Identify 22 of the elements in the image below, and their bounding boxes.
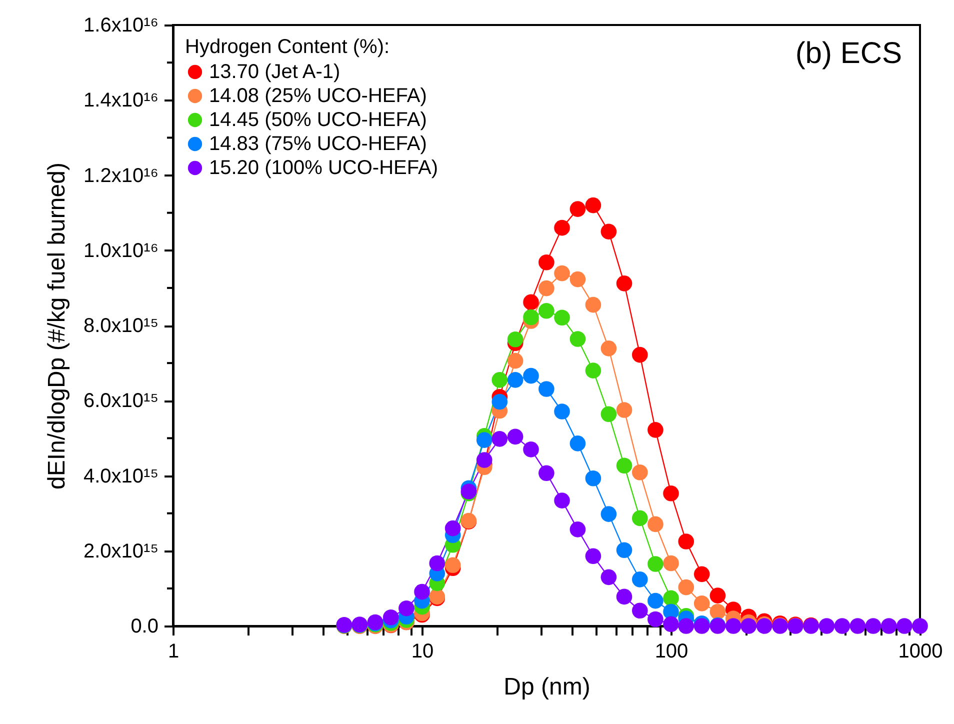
y-tick-label: 1.6x10¹⁶ bbox=[84, 14, 158, 36]
legend-title: Hydrogen Content (%): bbox=[185, 36, 390, 58]
x-tick-label: 1 bbox=[168, 640, 180, 662]
y-tick-label: 1.2x10¹⁶ bbox=[84, 164, 158, 187]
y-tick-label: 1.4x10¹⁶ bbox=[84, 90, 158, 112]
x-axis-title: Dp (nm) bbox=[504, 674, 590, 700]
y-axis-title: dEIn/dlogDp (#/kg fuel burned) bbox=[44, 162, 70, 490]
x-tick-label: 1000 bbox=[898, 640, 943, 662]
y-tick-label: 6.0x10¹⁵ bbox=[84, 390, 158, 412]
annotation: (b) ECS bbox=[795, 37, 902, 70]
legend-label: 14.45 (50% UCO-HEFA) bbox=[209, 109, 427, 131]
x-tick-label: 100 bbox=[654, 640, 688, 662]
y-tick-label: 2.0x10¹⁵ bbox=[84, 540, 158, 562]
legend-label: 15.20 (100% UCO-HEFA) bbox=[209, 157, 438, 179]
y-tick-label: 0.0 bbox=[130, 616, 158, 638]
legend-label: 14.08 (25% UCO-HEFA) bbox=[209, 85, 427, 107]
y-tick-label: 4.0x10¹⁵ bbox=[84, 465, 158, 488]
y-tick-label: 1.0x10¹⁶ bbox=[84, 240, 158, 262]
legend-label: 14.83 (75% UCO-HEFA) bbox=[209, 133, 427, 155]
y-tick-label: 8.0x10¹⁵ bbox=[84, 315, 158, 337]
x-tick-label: 10 bbox=[411, 640, 434, 662]
legend-label: 13.70 (Jet A-1) bbox=[209, 61, 340, 83]
